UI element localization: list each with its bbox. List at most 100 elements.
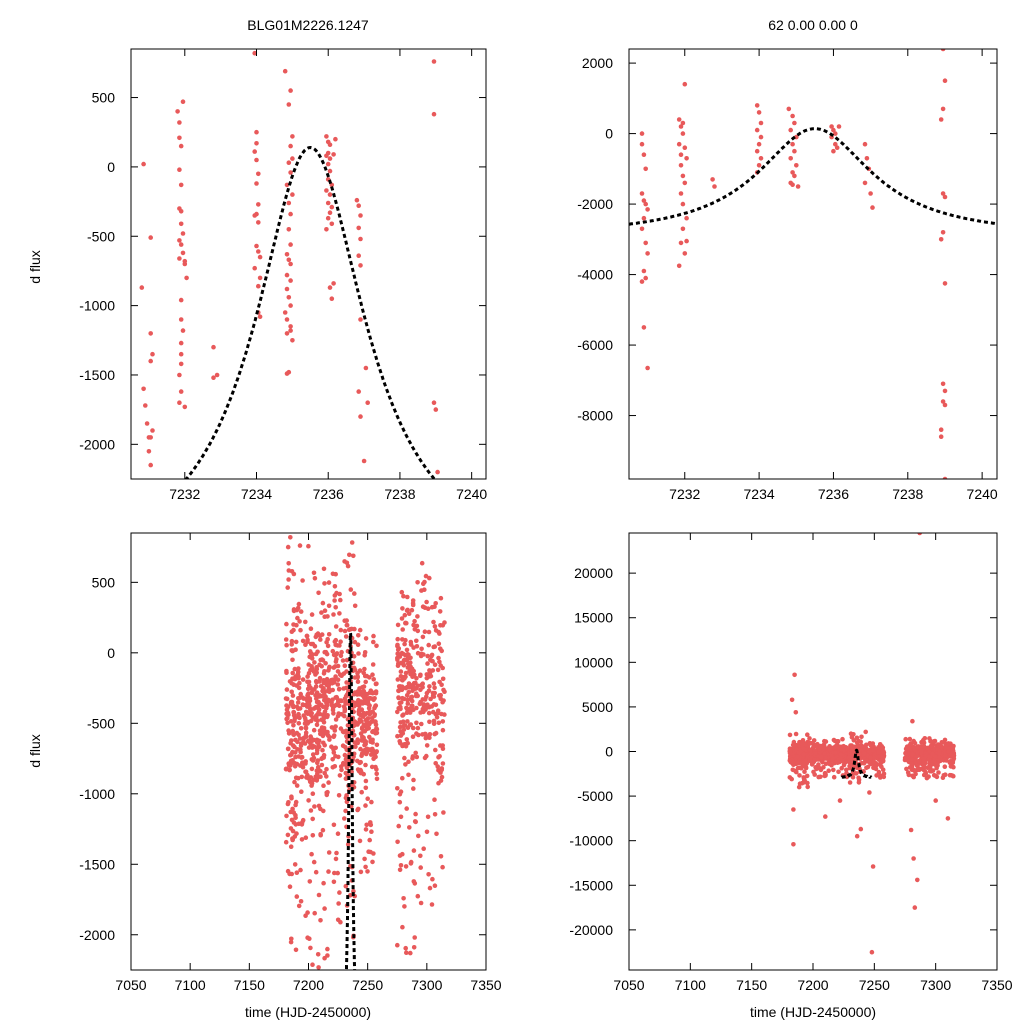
- data-point: [308, 742, 314, 748]
- data-point: [351, 654, 357, 659]
- data-point: [408, 655, 413, 661]
- y-tick-label: 5000: [582, 699, 613, 715]
- data-point: [314, 778, 320, 783]
- data-point: [410, 756, 415, 761]
- data-point: [948, 764, 954, 769]
- data-point: [296, 666, 301, 671]
- data-point: [252, 213, 257, 218]
- data-point: [322, 906, 327, 911]
- data-point: [299, 741, 304, 746]
- data-point: [871, 748, 876, 753]
- data-point: [321, 671, 327, 676]
- data-point: [255, 220, 261, 225]
- data-point: [288, 324, 293, 329]
- data-point: [432, 797, 437, 802]
- data-point: [294, 783, 300, 788]
- data-point: [358, 712, 363, 718]
- data-point: [336, 793, 342, 798]
- data-point: [291, 732, 297, 738]
- data-point: [414, 676, 419, 681]
- data-point: [395, 657, 400, 663]
- data-point: [283, 696, 289, 701]
- data-point: [940, 49, 946, 52]
- data-point: [303, 725, 309, 730]
- data-point: [373, 703, 378, 709]
- data-point: [318, 657, 323, 663]
- data-point: [177, 256, 182, 261]
- data-point: [284, 252, 290, 257]
- data-point: [398, 684, 403, 689]
- data-point: [335, 669, 341, 674]
- data-point: [349, 540, 355, 545]
- data-point: [340, 658, 346, 663]
- data-point: [286, 160, 292, 165]
- data-point: [370, 859, 375, 865]
- data-point: [678, 191, 684, 196]
- data-point: [427, 684, 432, 689]
- data-point: [325, 161, 331, 167]
- data-point: [330, 757, 336, 762]
- data-point: [335, 870, 341, 876]
- panel-bottom-right: 7050 7100 7150 7200 7250 7300 7350 -20000 -15000…: [569, 532, 1013, 993]
- data-point: [431, 709, 436, 715]
- data-point: [942, 764, 948, 769]
- data-point: [139, 285, 145, 290]
- data-point: [178, 143, 184, 149]
- data-point: [868, 743, 874, 748]
- data-point: [286, 200, 292, 206]
- data-point: [309, 851, 314, 857]
- data-point: [833, 131, 838, 136]
- data-point: [343, 693, 349, 699]
- data-point: [831, 767, 836, 773]
- data-point: [436, 655, 441, 661]
- data-point: [148, 435, 153, 440]
- data-point: [433, 601, 439, 606]
- data-point: [802, 769, 807, 774]
- data-points: [787, 533, 957, 955]
- data-point: [823, 814, 828, 819]
- plot-frame: [628, 48, 998, 480]
- data-point: [436, 768, 441, 773]
- data-point: [940, 106, 946, 112]
- data-point: [330, 707, 336, 713]
- data-point: [284, 331, 290, 336]
- data-point: [678, 152, 684, 157]
- data-point: [325, 713, 330, 718]
- data-point: [840, 736, 845, 742]
- data-point: [639, 279, 645, 284]
- data-point: [421, 581, 426, 587]
- data-point: [868, 191, 873, 196]
- data-point: [850, 774, 856, 780]
- data-point: [438, 743, 443, 748]
- data-point: [804, 773, 810, 779]
- data-point: [332, 639, 338, 644]
- data-point: [340, 743, 346, 748]
- x-tick-label: 7150: [234, 977, 265, 993]
- data-point: [356, 225, 362, 231]
- data-point: [807, 740, 812, 746]
- data-point: [942, 388, 948, 394]
- data-point: [338, 653, 344, 659]
- data-point: [431, 681, 437, 686]
- data-point: [288, 88, 293, 93]
- data-point: [214, 372, 220, 378]
- data-point: [819, 754, 824, 760]
- data-points: [139, 50, 440, 475]
- y-tick-label: -1500: [79, 367, 115, 383]
- data-point: [802, 780, 807, 785]
- data-point: [336, 754, 341, 760]
- data-point: [792, 173, 797, 179]
- data-point: [422, 755, 428, 761]
- data-point: [302, 741, 308, 746]
- data-point: [370, 662, 376, 667]
- data-point: [357, 838, 363, 844]
- data-point: [291, 723, 296, 728]
- data-point: [790, 113, 795, 119]
- data-point: [370, 709, 376, 714]
- data-point: [311, 859, 317, 865]
- data-point: [292, 666, 298, 672]
- data-point: [298, 899, 304, 904]
- data-point: [284, 182, 290, 188]
- x-tick-label: 7236: [818, 486, 849, 502]
- data-point: [427, 885, 433, 891]
